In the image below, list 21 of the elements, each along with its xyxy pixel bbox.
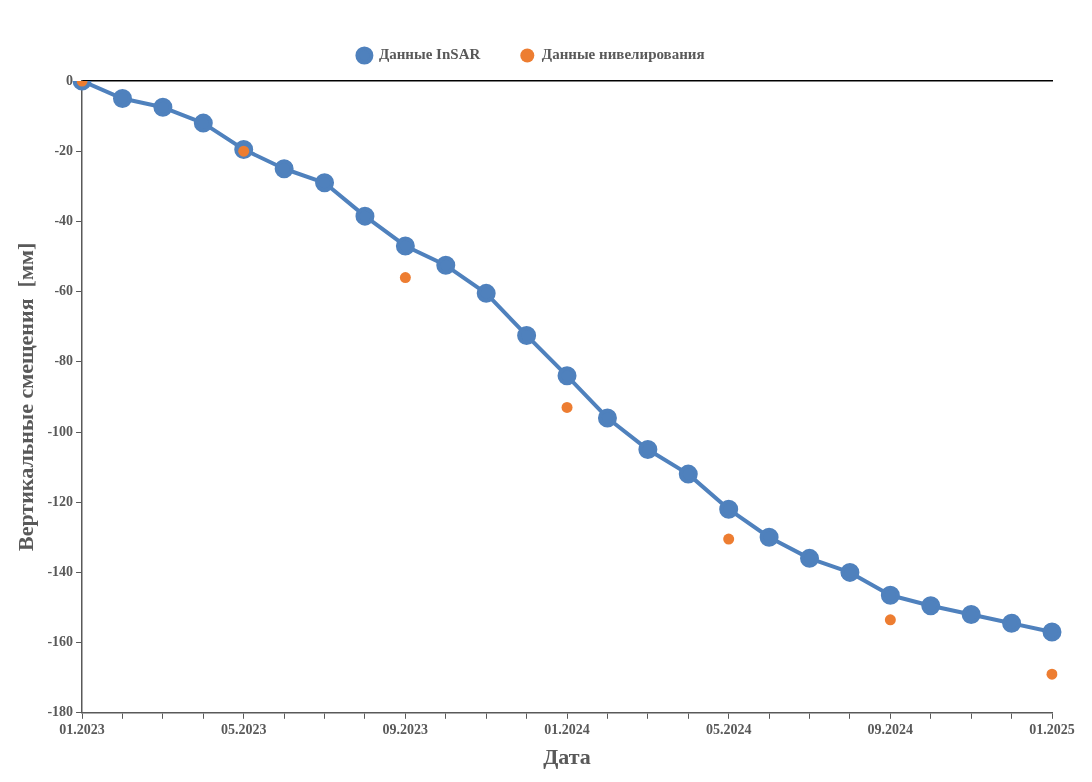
x-tick-label: 09.2023 [382,721,429,737]
y-tick-label: -80 [54,353,74,369]
legend-label: Данные InSAR [378,46,481,63]
y-tick-label: 0 [66,72,74,88]
y-tick-label: -180 [47,704,74,720]
y-tick-label: -60 [54,283,74,299]
y-tick-label: -100 [47,423,74,439]
y-tick-label: -20 [54,142,74,158]
y-axis-title: Вертикальные смещения [мм] [12,242,38,552]
y-tick-label: -140 [47,564,74,580]
x-tick-label: 05.2023 [220,721,267,737]
x-axis-title: Дата [543,744,591,770]
y-tick-label: -120 [47,493,74,509]
y-tick-label: -40 [54,213,74,229]
x-tick-label: 01.2023 [59,721,105,737]
y-tick-label: -160 [47,634,74,650]
x-tick-label: 05.2024 [705,721,752,737]
x-tick-label: 09.2024 [867,721,914,737]
x-tick-label: 01.2025 [1029,721,1075,737]
x-tick-label: 01.2024 [544,721,590,737]
legend-label: Данные нивелирования [541,46,705,63]
